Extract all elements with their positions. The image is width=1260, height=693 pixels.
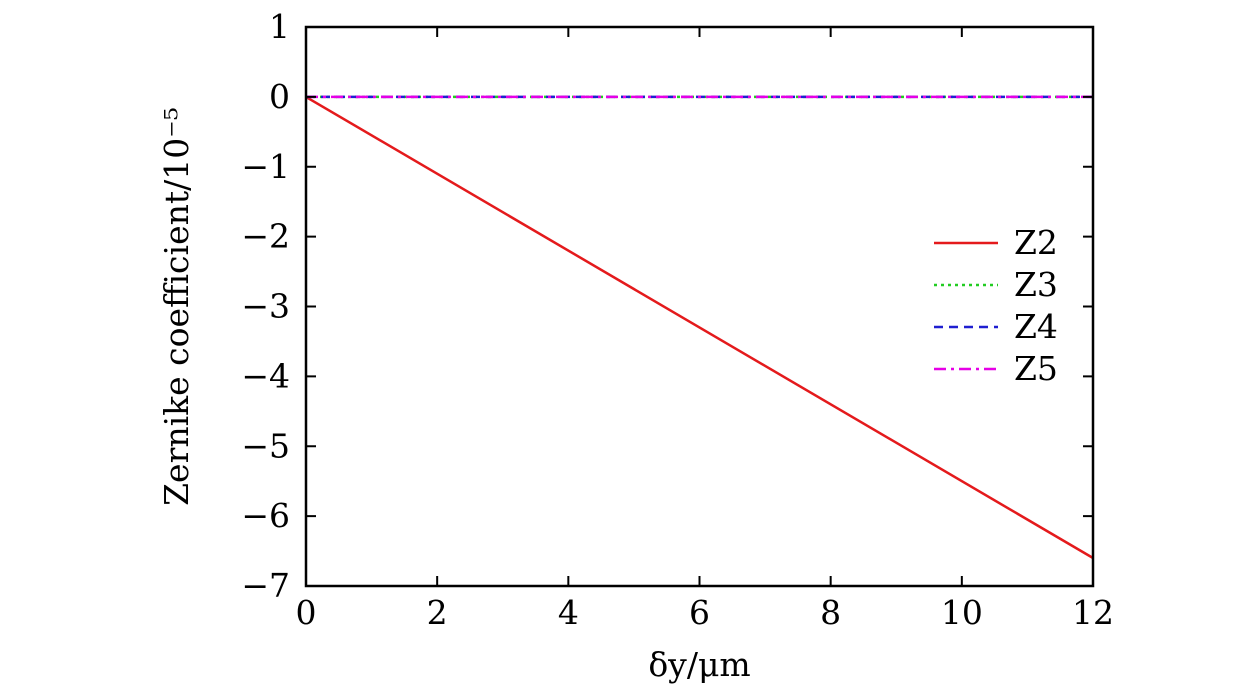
x-axis-title: δy/μm: [648, 645, 750, 684]
series-line-z2: [305, 95, 1094, 560]
y-tick-label: −5: [241, 426, 290, 465]
plot-frame: [304, 25, 1095, 588]
x-tick-label: 0: [296, 593, 317, 632]
legend-label-z4: Z4: [1014, 307, 1058, 346]
y-tick-label: −7: [241, 566, 290, 605]
y-tick-label: 1: [269, 7, 290, 46]
legend-label-z5: Z5: [1014, 349, 1058, 388]
x-tick-label: 12: [1072, 593, 1114, 632]
x-tick-label: 6: [689, 593, 710, 632]
y-tick-label: 0: [269, 77, 290, 116]
y-tick-label: −4: [241, 356, 290, 395]
y-axis-title: Zernike coefficient/10⁻⁵: [157, 107, 196, 506]
y-tick-label: −1: [241, 147, 290, 186]
y-tick-label: −6: [241, 496, 290, 535]
legend-label-z3: Z3: [1014, 265, 1058, 304]
x-tick-label: 2: [427, 593, 448, 632]
y-tick-label: −3: [241, 287, 290, 326]
x-tick-label: 4: [558, 593, 579, 632]
series-layer: [305, 95, 1094, 560]
legend-label-z2: Z2: [1014, 223, 1058, 262]
y-tick-label: −2: [241, 217, 290, 256]
x-tick-label: 8: [820, 593, 841, 632]
x-tick-label: 10: [941, 593, 983, 632]
